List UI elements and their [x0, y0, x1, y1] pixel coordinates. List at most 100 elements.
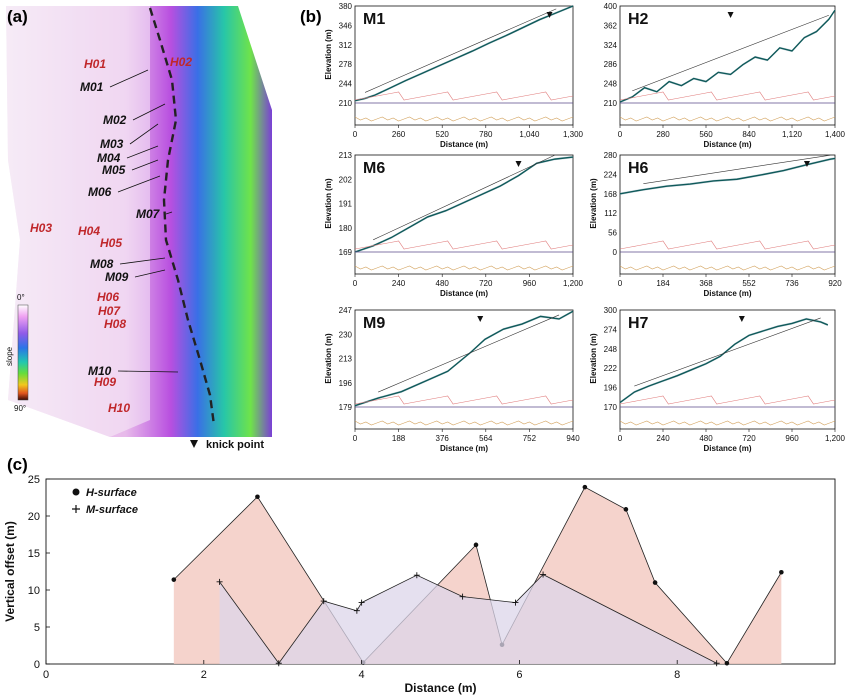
x-tick-label: 480	[436, 279, 450, 288]
profile-m6: M6 0 240 480 720 960 1,200 213 202 191 180 169 Dista…	[324, 151, 584, 298]
x-tick-label: 240	[392, 279, 406, 288]
knick-point-icon	[190, 440, 198, 448]
slope-trace	[619, 116, 836, 122]
y-tick-label: 196	[604, 384, 618, 393]
leader-line	[119, 257, 166, 265]
y-tick-label: 213	[339, 151, 353, 160]
segment-label-h: H10	[108, 401, 130, 415]
y-tick-label: 0	[613, 248, 618, 257]
x-tick-label: 376	[436, 434, 450, 443]
profile-xlabel: Distance (m)	[703, 289, 751, 298]
relief-trace	[354, 240, 574, 250]
trend-line	[373, 154, 555, 241]
segment-label-m: M03	[100, 137, 124, 151]
x-tick-label: 184	[656, 279, 670, 288]
y-tick-label: 169	[339, 248, 353, 257]
slope-trace	[354, 116, 574, 122]
relief-trace	[354, 395, 574, 405]
profile-title: M1	[363, 11, 385, 28]
leader-line	[117, 370, 179, 373]
y-tick-label: 230	[339, 330, 353, 339]
trend-line	[643, 154, 831, 184]
x-tick-label: 0	[353, 279, 358, 288]
knick-point-marker	[515, 161, 522, 167]
segment-label-m: M02	[103, 113, 127, 127]
y-tick-label: 191	[339, 200, 353, 209]
profile-frame	[354, 309, 574, 430]
y-tick-label: 312	[339, 41, 353, 50]
segment-label-m: M08	[90, 257, 114, 271]
x-axis-label: Distance (m)	[404, 681, 476, 695]
x-tick-label: 0	[618, 130, 623, 139]
profile-xlabel: Distance (m)	[440, 140, 488, 149]
segment-label-h: H04	[78, 224, 100, 238]
x-tick-label: 8	[674, 669, 680, 681]
legend-h-label: H-surface	[86, 487, 137, 499]
profile-line	[619, 318, 829, 404]
profile-title: H6	[628, 160, 649, 177]
leader-line	[165, 211, 173, 215]
x-tick-label: 1,200	[825, 434, 846, 443]
y-tick-label: 244	[339, 80, 353, 89]
y-tick-label: 20	[28, 511, 40, 523]
trend-line	[634, 317, 821, 387]
profile-line	[354, 5, 574, 102]
segment-label-m: M07	[136, 207, 161, 221]
slope-legend-top: 0°	[17, 293, 25, 302]
y-tick-label: 180	[339, 224, 353, 233]
point-m-surface	[320, 598, 327, 605]
x-tick-label: 736	[785, 279, 799, 288]
y-tick-label: 222	[604, 364, 618, 373]
x-tick-label: 720	[479, 279, 493, 288]
segment-label-m: M01	[80, 80, 104, 94]
legend-m-marker	[72, 505, 80, 513]
y-tick-label: 179	[339, 403, 353, 412]
segment-label-m: M05	[102, 163, 126, 177]
x-tick-label: 0	[353, 130, 358, 139]
point-m-surface	[512, 599, 519, 606]
profile-frame	[619, 309, 836, 430]
profile-title: H2	[628, 11, 649, 28]
x-tick-label: 840	[742, 130, 756, 139]
profile-h6: H6 0 184 368 552 736 920 280 224 168 112 56 0 Distanc…	[589, 151, 842, 298]
point-m-surface	[540, 571, 547, 578]
y-tick-label: 247	[339, 306, 353, 315]
y-tick-label: 380	[339, 2, 353, 11]
y-tick-label: 213	[339, 355, 353, 364]
y-tick-label: 196	[339, 379, 353, 388]
knick-legend-label: knick point	[206, 439, 264, 451]
point-m-surface	[358, 599, 365, 606]
line-h-surface	[173, 486, 782, 664]
point-m-surface	[216, 578, 223, 585]
point-h-surface	[582, 484, 588, 490]
area-m-surface	[219, 574, 717, 664]
x-tick-label: 564	[479, 434, 493, 443]
point-h-surface	[779, 569, 784, 575]
profile-ylabel: Elevation (m)	[589, 178, 598, 229]
y-axis-label: Vertical offset (m)	[3, 521, 17, 622]
point-m-surface	[275, 660, 282, 667]
leader-line	[117, 175, 161, 193]
y-tick-label: 286	[604, 60, 618, 69]
slope-legend-bottom: 90°	[14, 404, 26, 413]
leader-line	[131, 159, 159, 171]
knick-point-marker	[803, 161, 810, 167]
profile-ylabel: Elevation (m)	[324, 29, 333, 80]
x-tick-label: 2	[201, 669, 207, 681]
profile-m9: M9 0 188 376 564 752 940 247 230 213 196 179 Distanc…	[324, 306, 580, 453]
slope-trace	[354, 265, 574, 271]
x-tick-label: 260	[392, 130, 406, 139]
y-tick-label: 346	[339, 21, 353, 30]
point-h-surface	[623, 507, 629, 512]
point-m-surface	[413, 572, 420, 579]
panel-label-a: (a)	[7, 7, 28, 26]
profile-h7: H7 0 240 480 720 960 1,200 300 274 248 222 196 170 Di…	[589, 306, 846, 453]
segment-label-h: H09	[94, 375, 116, 389]
profile-frame	[354, 5, 574, 126]
segment-label-h: H01	[84, 57, 106, 71]
point-h-surface	[171, 577, 177, 582]
x-tick-label: 0	[353, 434, 358, 443]
y-tick-label: 362	[604, 21, 618, 30]
point-h-surface	[473, 542, 479, 548]
